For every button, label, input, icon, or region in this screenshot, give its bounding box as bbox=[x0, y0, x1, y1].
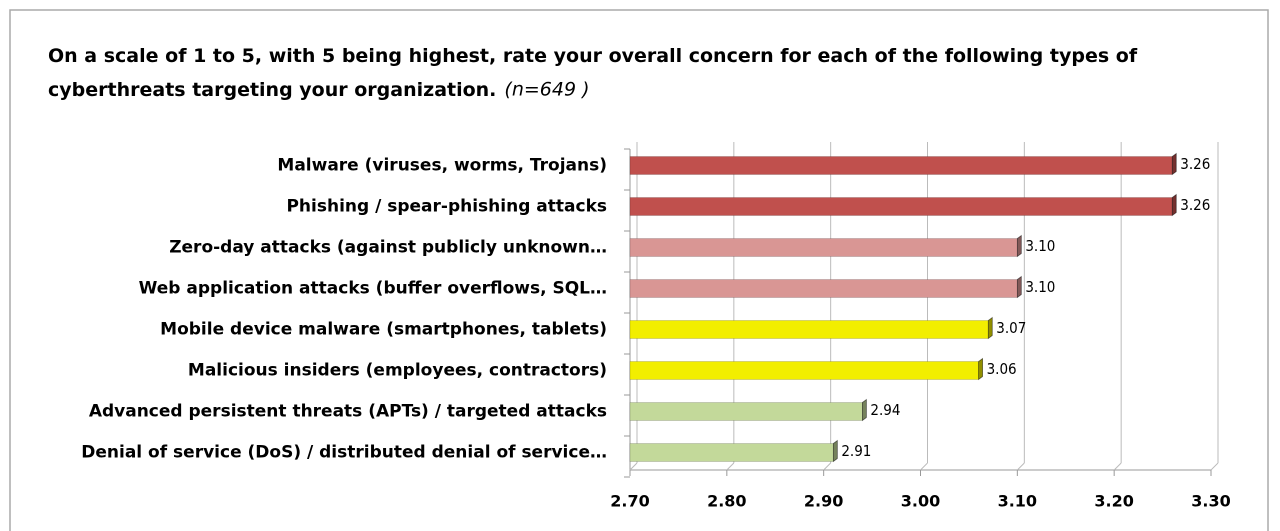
bar-face bbox=[629, 320, 989, 339]
data-label: 2.94 bbox=[870, 401, 900, 419]
grid-line bbox=[1210, 462, 1219, 471]
bar bbox=[629, 316, 993, 340]
y-tick-label: Web application attacks (buffer overflow… bbox=[139, 279, 607, 299]
bar-face bbox=[862, 398, 867, 422]
bar-face bbox=[629, 238, 1018, 257]
grid-line bbox=[920, 462, 928, 471]
x-tick-label: 3.30 bbox=[1191, 492, 1230, 511]
data-label: 3.10 bbox=[1025, 278, 1055, 296]
bar bbox=[629, 193, 1177, 217]
bar-face bbox=[629, 197, 1173, 216]
grid-line bbox=[1016, 462, 1025, 471]
bar-face bbox=[629, 156, 1173, 175]
x-tick-label: 3.00 bbox=[901, 492, 940, 511]
y-tick-label: Advanced persistent threats (APTs) / tar… bbox=[89, 402, 607, 422]
x-tick-label: 2.90 bbox=[804, 492, 843, 511]
y-tick-label: Denial of service (DoS) / distributed de… bbox=[81, 443, 607, 463]
y-tick-label: Mobile device malware (smartphones, tabl… bbox=[160, 320, 607, 340]
y-tick-label: Zero-day attacks (against publicly unkno… bbox=[169, 238, 607, 258]
bar-face bbox=[1016, 275, 1022, 299]
bar bbox=[629, 234, 1022, 258]
grid-line bbox=[1113, 462, 1122, 471]
bar-face bbox=[629, 443, 834, 462]
bar-face bbox=[1171, 193, 1177, 217]
bar-face bbox=[1016, 234, 1022, 258]
y-tick-label: Malware (viruses, worms, Trojans) bbox=[277, 156, 607, 176]
bar-face bbox=[629, 361, 979, 380]
bar-face bbox=[629, 279, 1018, 298]
chart-title: On a scale of 1 to 5, with 5 being highe… bbox=[48, 45, 1138, 101]
y-tick-label: Phishing / spear-phishing attacks bbox=[286, 197, 607, 217]
data-label: 3.10 bbox=[1025, 237, 1055, 255]
bar-face bbox=[832, 439, 838, 463]
data-label: 2.91 bbox=[841, 442, 871, 460]
data-label: 3.26 bbox=[1180, 155, 1210, 173]
bar bbox=[629, 439, 838, 463]
grid-line bbox=[726, 462, 735, 471]
data-label: 3.26 bbox=[1180, 196, 1210, 214]
bar-face bbox=[987, 316, 993, 340]
x-tick-label: 2.80 bbox=[707, 492, 746, 511]
bar bbox=[629, 152, 1177, 176]
x-tick-label: 3.20 bbox=[1094, 492, 1133, 511]
bar bbox=[629, 357, 983, 381]
data-label: 3.06 bbox=[987, 360, 1017, 378]
bar-face bbox=[978, 357, 983, 381]
bar-face bbox=[629, 402, 863, 421]
bar-face bbox=[1171, 152, 1177, 176]
chart-note: (n=649 ) bbox=[504, 79, 589, 101]
bar bbox=[629, 275, 1022, 299]
grid-line bbox=[823, 462, 832, 471]
x-tick-label: 3.10 bbox=[998, 492, 1037, 511]
grid-line bbox=[629, 462, 638, 471]
bar bbox=[629, 398, 867, 422]
data-label: 3.07 bbox=[996, 319, 1026, 337]
x-tick-label: 2.70 bbox=[610, 492, 649, 511]
y-tick-label: Malicious insiders (employees, contracto… bbox=[188, 361, 607, 381]
